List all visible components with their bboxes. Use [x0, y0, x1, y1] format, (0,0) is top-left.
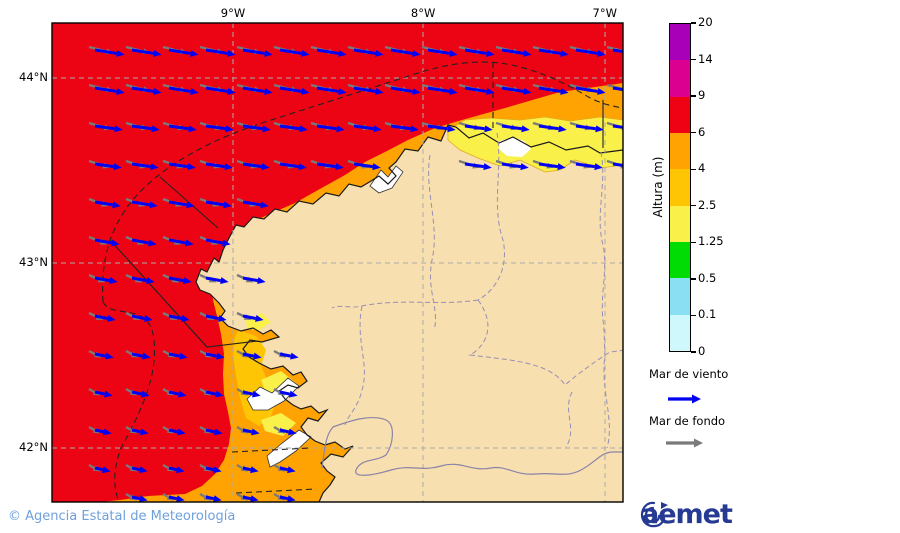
north-coast-yellow-band [447, 116, 623, 173]
colorbar-segment [670, 24, 690, 61]
x-tick-label: 7°W [592, 6, 617, 20]
colorbar-tick-label: 20 [698, 15, 713, 29]
colorbar-segment [670, 241, 690, 279]
aemet-swirl-icon [640, 501, 668, 528]
colorbar-tick-label: 0.1 [698, 307, 717, 322]
colorbar-segment [670, 96, 690, 133]
colorbar-tick-label: 2.5 [698, 197, 717, 212]
x-tick-label: 9°W [220, 6, 246, 20]
y-tick-label: 43°N [19, 254, 48, 269]
copyright-text: © Agencia Estatal de Meteorología [8, 509, 236, 524]
land-galicia [196, 125, 623, 502]
colorbar-tick-mark [691, 241, 696, 244]
x-tick-label: 8°W [410, 6, 436, 20]
colorbar-tick-mark [691, 58, 696, 61]
colorbar-title: Altura (m) [651, 156, 665, 218]
colorbar-tick-mark [691, 22, 696, 24]
minho-river [321, 416, 623, 476]
colorbar-segment [670, 205, 690, 242]
graticule [52, 23, 623, 502]
colorbar-tick-label: 4 [698, 161, 706, 176]
colorbar-segment [670, 278, 690, 315]
colorbar-segment [670, 60, 690, 97]
colorbar-segment [670, 169, 690, 206]
ria-coruna-white [369, 165, 404, 194]
marine-zone-boundaries [102, 61, 623, 502]
colorbar-tick-label: 14 [698, 51, 713, 66]
colorbar-tick-label: 9 [698, 88, 706, 103]
swell-arrow-icon [666, 438, 703, 448]
y-tick-label: 44°N [19, 70, 48, 85]
aemet-logo: aemet [638, 499, 733, 531]
colorbar-segment [670, 314, 690, 351]
arrow-field [88, 45, 623, 502]
wind-sea-label: Mar de viento [649, 367, 729, 381]
colorbar-tick-mark [691, 168, 696, 170]
colorbar-tick-label: 0 [698, 344, 706, 358]
wind-sea-arrow-icon [668, 394, 701, 404]
colorbar-tick-mark [691, 205, 696, 207]
aemet-logo-text: aemet [641, 499, 733, 530]
swell-label: Mar de fondo [649, 414, 726, 428]
map-frame [51, 22, 624, 503]
colorbar-tick-label: 1.25 [698, 234, 724, 249]
colorbar-tick-mark [691, 95, 696, 97]
coastline [195, 124, 623, 502]
colorbar-tick-mark [691, 278, 696, 280]
colorbar-tick-label: 6 [698, 124, 706, 139]
colorbar-tick-mark [691, 351, 696, 353]
colorbar-segment [670, 132, 690, 170]
wave-height-colorbar [669, 23, 691, 352]
colorbar-tick-label: 0.5 [698, 270, 717, 285]
colorbar-tick-mark [691, 131, 696, 134]
y-tick-label: 42°N [19, 439, 48, 454]
province-boundaries [331, 132, 623, 449]
colorbar-tick-mark [691, 314, 696, 317]
